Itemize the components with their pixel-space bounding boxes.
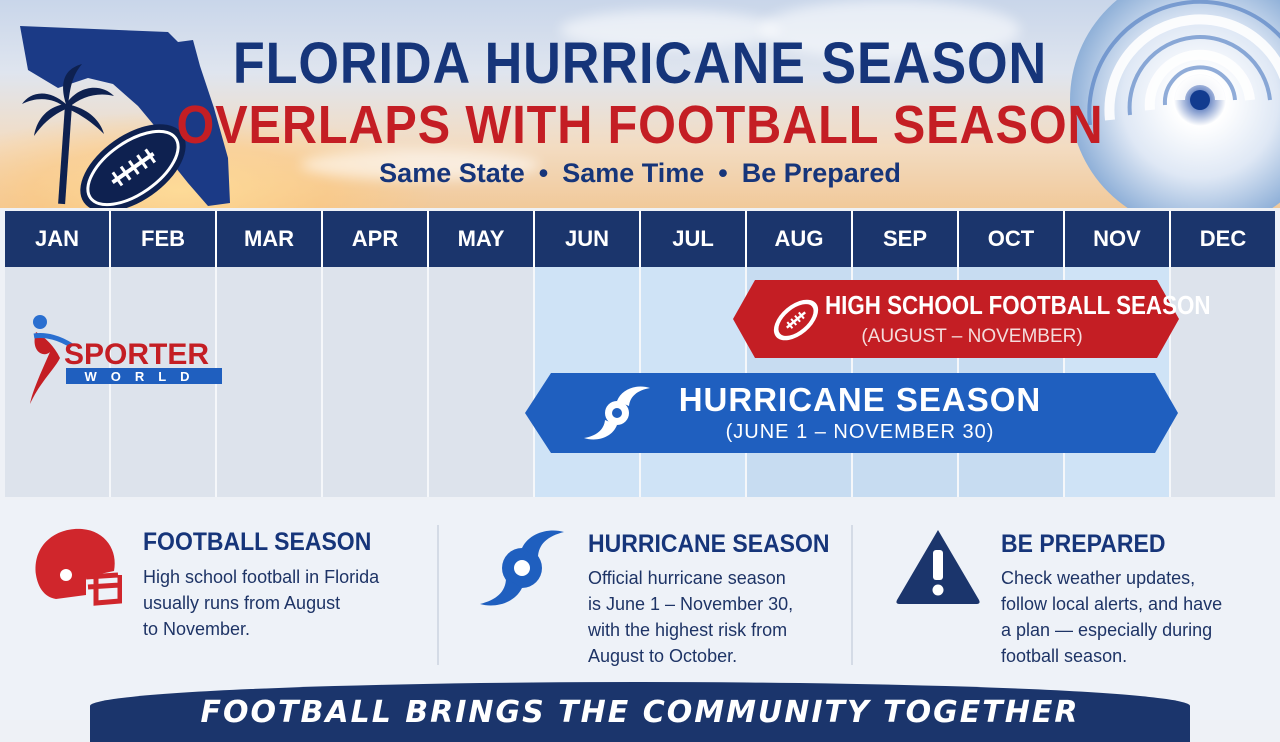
info-text: Check weather updates, follow local aler…: [1001, 565, 1222, 669]
cloud: [760, 0, 1020, 60]
cloud: [300, 150, 540, 180]
info-line: is June 1 – November 30,: [588, 594, 794, 614]
hurricane-season-banner: [525, 373, 1178, 453]
info-line: Check weather updates,: [1001, 568, 1196, 588]
tagline-part: Same Time: [562, 158, 705, 188]
football-season-banner: [733, 280, 1179, 358]
month-label: SEP: [853, 211, 959, 267]
month-bar: JAN FEB MAR APR MAY JUN JUL AUG SEP OCT …: [5, 211, 1275, 267]
tagline-separator: •: [718, 158, 728, 188]
football-season-dates: (AUGUST – NOVEMBER): [861, 326, 1083, 347]
header: FLORIDA HURRICANE SEASON OVERLAPS WITH F…: [0, 0, 1280, 208]
info-line: follow local alerts, and have: [1001, 594, 1223, 614]
month-label: NOV: [1065, 211, 1171, 267]
info-line: usually runs from August: [143, 593, 341, 613]
page-subtitle: OVERLAPS WITH FOOTBALL SEASON: [176, 95, 1104, 155]
tagline-part: Be Prepared: [741, 158, 901, 188]
month-column: [217, 267, 323, 497]
info-title: FOOTBALL SEASON: [143, 528, 372, 556]
info-section: [0, 500, 1280, 680]
hurricane-icon: [584, 386, 650, 440]
hurricane-season-dates: (JUNE 1 – NOVEMBER 30): [725, 421, 995, 443]
month-column: [1171, 267, 1275, 497]
info-line: football season.: [1001, 646, 1128, 666]
month-label: JUN: [535, 211, 641, 267]
info-title: HURRICANE SEASON: [588, 530, 830, 558]
info-line: Official hurricane season: [588, 568, 786, 588]
tagline-part: Same State: [379, 158, 525, 188]
page-title: FLORIDA HURRICANE SEASON: [232, 31, 1048, 96]
month-label: AUG: [747, 211, 853, 267]
month-label: MAR: [217, 211, 323, 267]
tagline: Same State • Same Time • Be Prepared: [0, 158, 1280, 189]
info-text: High school football in Florida usually …: [143, 564, 379, 642]
hurricane-season-title: HURRICANE SEASON: [678, 381, 1042, 418]
month-label: JUL: [641, 211, 747, 267]
info-title: BE PREPARED: [1001, 530, 1166, 558]
sporter-world-logo: SPORTER WORLD: [30, 315, 222, 404]
info-line: August to October.: [588, 646, 738, 666]
hurricane-icon: [480, 530, 564, 606]
cloud: [560, 10, 780, 50]
month-label: APR: [323, 211, 429, 267]
month-label: MAY: [429, 211, 535, 267]
football-helmet-icon: [35, 528, 122, 606]
svg-text:WORLD: WORLD: [84, 369, 203, 384]
svg-text:SPORTER: SPORTER: [64, 338, 209, 371]
divider: [851, 525, 853, 665]
divider: [437, 525, 439, 665]
month-label: FEB: [111, 211, 217, 267]
month-column: [429, 267, 535, 497]
tagline-separator: •: [538, 158, 549, 188]
month-column: [323, 267, 429, 497]
month-label: JAN: [5, 211, 111, 267]
info-text: Official hurricane season is June 1 – No…: [588, 565, 793, 669]
month-label: OCT: [959, 211, 1065, 267]
info-line: to November.: [143, 619, 251, 639]
cyclone-satellite-icon: [1070, 0, 1280, 208]
footer-slogan: FOOTBALL BRINGS THE COMMUNITY TOGETHER: [200, 695, 1080, 730]
info-line: with the highest risk from: [588, 620, 788, 640]
info-line: High school football in Florida: [143, 567, 380, 587]
warning-icon: [896, 530, 980, 604]
info-line: a plan — especially during: [1001, 620, 1213, 640]
football-season-title: HIGH SCHOOL FOOTBALL SEASON: [825, 290, 1211, 320]
month-label: DEC: [1171, 211, 1275, 267]
football-icon: [773, 299, 819, 341]
florida-map-icon: [20, 26, 230, 208]
